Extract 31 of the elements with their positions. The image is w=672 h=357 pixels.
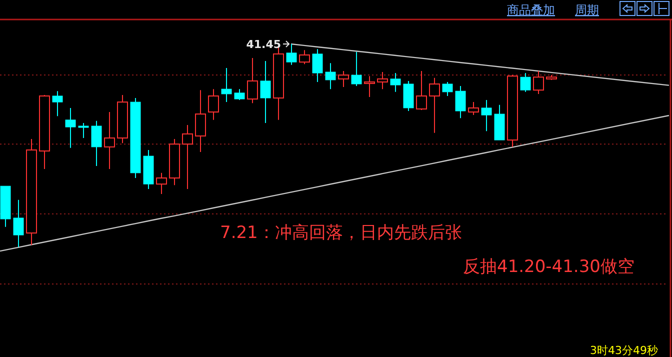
- candlestick: [156, 172, 167, 195]
- candlestick: [195, 90, 206, 152]
- candlestick: [143, 149, 154, 190]
- candlestick: [325, 62, 336, 90]
- candlestick: [208, 88, 219, 120]
- text: 3时43分49秒: [590, 344, 658, 357]
- candlestick: [390, 72, 401, 92]
- candlestick: [182, 124, 193, 190]
- candlestick: [286, 44, 297, 66]
- text: 周期: [575, 3, 599, 17]
- candlestick: [169, 138, 180, 186]
- candlestick: [364, 76, 375, 98]
- candlestick: [429, 77, 440, 134]
- candlestick: [117, 94, 128, 144]
- candlestick: [65, 107, 76, 148]
- candlestick: [455, 86, 466, 119]
- candlestick: [481, 100, 492, 132]
- candlestick: [91, 120, 102, 167]
- candlestick: [52, 90, 63, 117]
- candlestick: [377, 72, 388, 90]
- candlestick: [104, 112, 115, 170]
- annotation: 41.45: [246, 38, 281, 51]
- annotation: 7.21：冲高回落，日内先跌后张: [220, 223, 462, 243]
- candlestick: [533, 70, 544, 94]
- candlestick: [221, 67, 232, 103]
- candlestick: [26, 138, 37, 246]
- candlestick: [312, 48, 323, 82]
- text: 反抽41.20-41.30做空: [463, 257, 634, 277]
- candlestick: [260, 60, 271, 124]
- text: 商品叠加: [507, 3, 555, 17]
- candlestick: [13, 199, 24, 248]
